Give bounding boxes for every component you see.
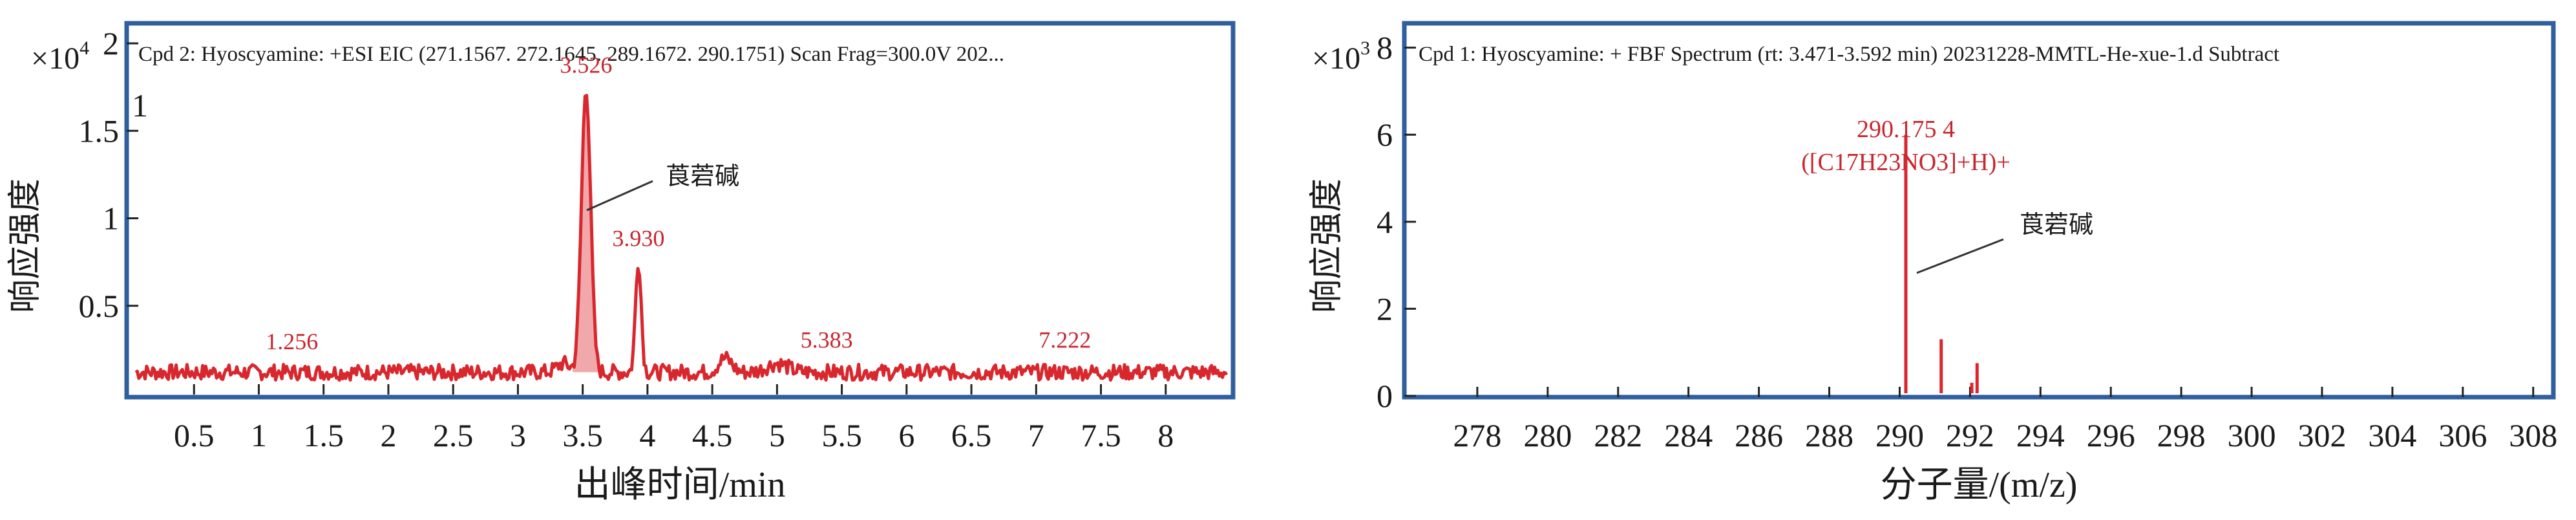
eic-trace-line: [134, 94, 1229, 382]
chromatogram-y-multiplier: ×104: [31, 38, 89, 76]
x-tick-label: 292: [1946, 417, 1994, 453]
chromatogram-y-axis: 0.5 1 1.5 2: [79, 25, 138, 324]
spectrum-y-axis: 0 2 4 6 8: [1377, 30, 1416, 414]
chromatogram-compound-annotation: 莨菪碱: [666, 163, 739, 190]
spectrum-panel: Cpd 1: Hyoscyamine: + FBF Spectrum (rt: …: [1309, 21, 2557, 505]
y-tick-label: 2: [103, 25, 119, 61]
x-tick-label: 288: [1805, 417, 1853, 453]
peak-retention-label: 5.383: [801, 327, 853, 352]
x-tick-label: 7: [1028, 417, 1044, 453]
peak-retention-label: 3.930: [612, 225, 664, 251]
y-tick-label: 2: [1377, 290, 1393, 327]
spectrum-annotation-leader: [1916, 238, 2004, 274]
spectrum-x-axis-title: 分子量/(m/z): [1881, 465, 2078, 505]
x-tick-label: 300: [2228, 417, 2276, 453]
x-tick-label: 302: [2298, 417, 2347, 453]
x-tick-label: 304: [2368, 417, 2416, 453]
peak-retention-label: 7.222: [1039, 327, 1091, 352]
x-tick-label: 298: [2157, 417, 2206, 453]
x-tick-label: 6: [898, 417, 914, 453]
main-peak-fill: [573, 95, 602, 377]
x-tick-label: 8: [1157, 417, 1174, 453]
chromatogram-annotation-leader: [586, 180, 653, 211]
x-tick-label: 278: [1453, 417, 1501, 453]
chromatogram-header: Cpd 2: Hyoscyamine: +ESI EIC (271.1567. …: [138, 43, 1004, 66]
x-tick-label: 282: [1594, 417, 1642, 453]
peak-formula-label: ([C17H23NO3]+H)+: [1801, 149, 2011, 176]
peak-mz-label: 290.175 4: [1857, 116, 1955, 143]
x-tick-label: 286: [1735, 417, 1783, 453]
y-tick-label: 6: [1377, 116, 1393, 153]
x-tick-label: 2.5: [433, 417, 474, 453]
spectrum-y-multiplier: ×103: [1312, 38, 1370, 76]
x-tick-label: 3.5: [562, 417, 603, 453]
spectrum-header: Cpd 1: Hyoscyamine: + FBF Spectrum (rt: …: [1419, 43, 2279, 66]
x-tick-label: 4: [639, 417, 655, 453]
x-tick-label: 284: [1664, 417, 1713, 453]
spectrum-frame: [1402, 21, 2556, 400]
x-tick-label: 5.5: [821, 417, 862, 453]
y-tick-label: 4: [1377, 204, 1393, 240]
x-tick-label: 1.5: [303, 417, 344, 453]
spectrum-sticks: [1904, 135, 1979, 393]
chromatogram-frame: [124, 21, 1236, 400]
chromatogram-panel: Cpd 2: Hyoscyamine: +ESI EIC (271.1567. …: [7, 21, 1236, 505]
y-tick-label: 0: [1377, 378, 1393, 414]
x-tick-label: 294: [2016, 417, 2065, 453]
x-tick-label: 1: [251, 417, 267, 453]
x-tick-label: 4.5: [692, 417, 733, 453]
x-tick-label: 306: [2438, 417, 2487, 453]
peak-labels: 1.256 3.526 3.930 5.383 7.222: [266, 52, 1091, 354]
x-tick-label: 0.5: [174, 417, 215, 453]
spectrum-y-axis-title: 响应强度: [1309, 179, 1346, 313]
x-tick-label: 7.5: [1081, 417, 1121, 453]
x-tick-label: 3: [510, 417, 526, 453]
chromatogram-x-axis-title: 出峰时间/min: [575, 465, 786, 505]
x-tick-label: 2: [380, 417, 396, 453]
x-tick-label: 290: [1875, 417, 1924, 453]
chromatogram-y-extra-tick: 1: [132, 87, 148, 124]
x-tick-label: 296: [2087, 417, 2135, 453]
chromatogram-x-axis: 0.5 1 1.5 2 2.5 3 3.5 4 4.5 5 5.5 6 6.5 7 7.5 8: [174, 384, 1174, 453]
x-tick-label: 308: [2509, 417, 2557, 453]
spectrum-x-axis: 278 280 282 284 286 288 290 292 294 296 298 300 302 3…: [1453, 387, 2557, 453]
x-tick-label: 280: [1523, 417, 1572, 453]
x-tick-label: 5: [769, 417, 785, 453]
peak-retention-label: 3.526: [560, 52, 612, 78]
y-tick-label: 0.5: [79, 288, 120, 324]
chromatogram-y-axis-title: 响应强度: [7, 179, 44, 313]
peak-retention-label: 1.256: [266, 329, 318, 354]
x-tick-label: 6.5: [951, 417, 992, 453]
y-tick-label: 1: [103, 200, 119, 237]
y-tick-label: 8: [1377, 30, 1393, 66]
spectrum-compound-annotation: 莨菪碱: [2020, 211, 2093, 239]
y-tick-label: 1.5: [79, 113, 120, 149]
